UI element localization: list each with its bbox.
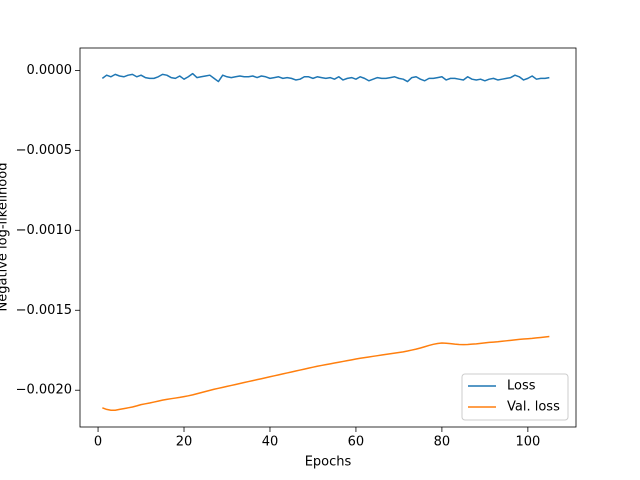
x-axis-label: Epochs [305,455,352,470]
legend-label: Val. loss [507,400,560,415]
y-tick-label: −0.0020 [16,383,72,398]
y-tick-label: −0.0005 [16,143,72,158]
x-tick-label: 80 [434,435,451,450]
y-tick-label: 0.0000 [27,63,73,78]
x-tick-label: 60 [348,435,365,450]
line-series [102,335,550,411]
y-tick-label: −0.0015 [16,303,72,318]
x-tick-label: 40 [262,435,279,450]
y-tick-label: −0.0010 [16,223,72,238]
line-series [101,72,550,83]
x-tick-label: 0 [94,435,102,450]
legend-label: Loss [507,379,536,394]
y-axis-label: Negative log-likelihood [0,163,11,312]
x-tick-label: 20 [176,435,193,450]
x-tick-label: 100 [515,435,540,450]
plot-frame [79,47,577,428]
